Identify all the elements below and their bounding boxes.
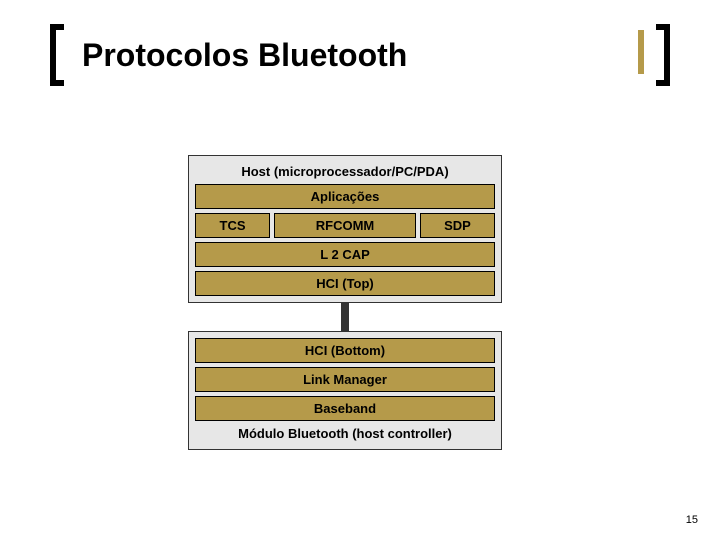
title-accent-bar [638, 30, 644, 74]
title-bracket-left [50, 24, 64, 86]
layer-applications: Aplicações [195, 184, 495, 209]
layer-tcs: TCS [195, 213, 270, 238]
protocol-stack-diagram: Host (microprocessador/PC/PDA) Aplicaçõe… [188, 155, 502, 450]
title-bracket-right [656, 24, 670, 86]
slide-title: Protocolos Bluetooth [64, 37, 656, 74]
stack-connector [341, 303, 349, 331]
layer-baseband: Baseband [195, 396, 495, 421]
layer-link-manager: Link Manager [195, 367, 495, 392]
controller-group-label: Módulo Bluetooth (host controller) [195, 426, 495, 441]
controller-group: HCI (Bottom) Link Manager Baseband Módul… [188, 331, 502, 450]
layer-row-upper-protocols: TCS RFCOMM SDP [195, 213, 495, 238]
host-group-label: Host (microprocessador/PC/PDA) [195, 164, 495, 179]
layer-sdp: SDP [420, 213, 495, 238]
page-number: 15 [686, 514, 698, 526]
slide-title-bar: Protocolos Bluetooth [50, 24, 670, 86]
layer-l2cap: L 2 CAP [195, 242, 495, 267]
layer-hci-top: HCI (Top) [195, 271, 495, 296]
layer-rfcomm: RFCOMM [274, 213, 416, 238]
host-group: Host (microprocessador/PC/PDA) Aplicaçõe… [188, 155, 502, 303]
layer-hci-bottom: HCI (Bottom) [195, 338, 495, 363]
